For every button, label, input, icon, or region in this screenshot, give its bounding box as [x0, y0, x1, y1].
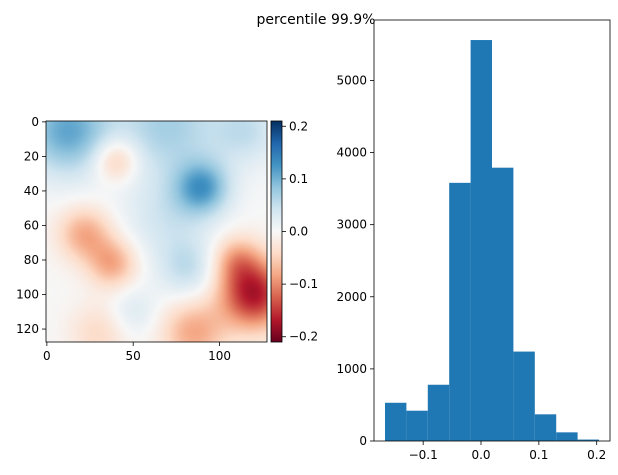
heatmap-y-tick-label: 100: [16, 288, 39, 302]
heatmap-y-tick-label: 20: [24, 149, 39, 163]
colorbar-tick-label: 0.2: [289, 119, 308, 133]
heatmap-y-tick-label: 40: [24, 184, 39, 198]
histogram-bar: [427, 384, 450, 441]
histogram-x-tick-label: 0.0: [471, 448, 490, 462]
histogram-bar: [556, 432, 578, 441]
histogram-bar: [449, 182, 471, 441]
colorbar-tick-label: 0.0: [289, 225, 308, 239]
heatmap-x-tick-label: 100: [208, 349, 231, 363]
histogram-bar: [534, 414, 557, 441]
colorbar-tick-label: 0.1: [289, 172, 308, 186]
heatmap-x-axis: 0 50 100: [43, 342, 231, 363]
histogram-bar: [470, 40, 492, 442]
histogram-y-tick-label: 4000: [336, 146, 367, 160]
heatmap-y-tick-label: 0: [31, 115, 39, 129]
histogram-y-tick-label: 3000: [336, 218, 367, 232]
colorbar-tick-label: −0.1: [289, 277, 318, 291]
colorbar-gradient: [271, 121, 282, 342]
colorbar-tick-label: −0.2: [289, 330, 318, 344]
histogram-y-tick-label: 0: [359, 434, 367, 448]
figure-suptitle: percentile 99.9%: [257, 12, 376, 28]
histogram-bar: [492, 167, 514, 441]
histogram-frame: [373, 19, 611, 442]
heatmap-panel: 0 50 100 0 20 40 60 80 100 120: [16, 115, 268, 363]
heatmap-y-axis: 0 20 40 60 80 100 120: [16, 115, 46, 336]
histogram-panel: −0.1 0.0 0.1 0.2 0 1000 2000 3000 4000 5000: [336, 19, 611, 462]
histogram-y-tick-label: 1000: [336, 362, 367, 376]
histogram-bar: [513, 351, 535, 441]
heatmap-x-tick-label: 50: [126, 349, 141, 363]
heatmap-x-tick-label: 0: [43, 349, 51, 363]
histogram-y-tick-label: 2000: [336, 290, 367, 304]
histogram-x-axis: −0.1 0.0 0.1 0.2: [409, 441, 606, 462]
histogram-x-tick-label: 0.2: [587, 448, 606, 462]
heatmap-image: [46, 121, 267, 342]
histogram-x-tick-label: 0.1: [529, 448, 548, 462]
heatmap-frame: [45, 120, 268, 343]
histogram-bar: [406, 410, 428, 441]
histogram-x-tick-label: −0.1: [409, 448, 438, 462]
histogram-bars: [384, 40, 600, 442]
colorbar-ticks: 0.2 0.1 0.0 −0.1 −0.2: [282, 119, 318, 344]
histogram-y-axis: 0 1000 2000 3000 4000 5000: [336, 73, 374, 448]
heatmap-y-tick-label: 60: [24, 218, 39, 232]
histogram-bar: [577, 439, 600, 441]
heatmap-y-tick-label: 120: [16, 322, 39, 336]
heatmap-y-tick-label: 80: [24, 253, 39, 267]
histogram-y-tick-label: 5000: [336, 73, 367, 87]
histogram-bar: [384, 402, 407, 441]
colorbar: 0.2 0.1 0.0 −0.1 −0.2: [270, 119, 318, 344]
